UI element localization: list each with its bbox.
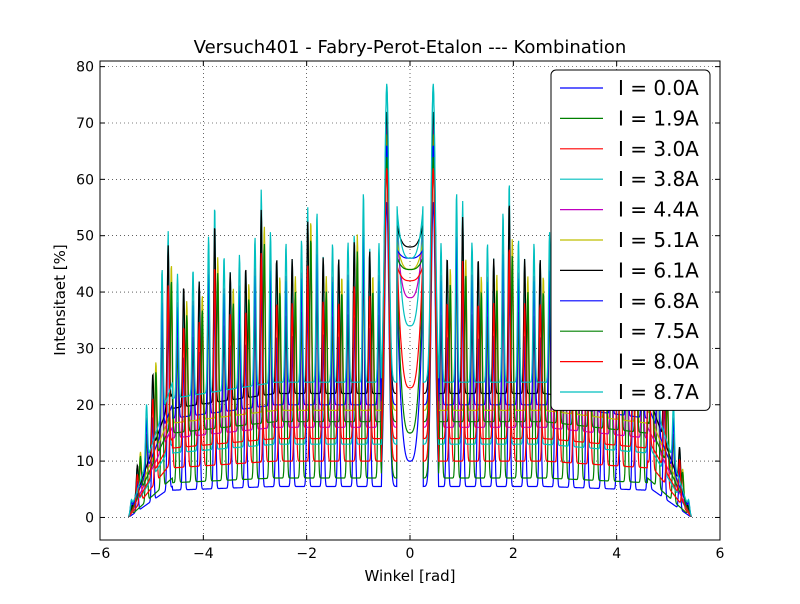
x-tick-label: 4	[612, 546, 621, 562]
series-line	[128, 202, 692, 517]
legend-label: I = 3.8A	[618, 167, 699, 191]
chart-title: Versuch401 - Fabry-Perot-Etalon --- Komb…	[194, 37, 627, 58]
series-line	[128, 83, 692, 517]
legend-label: I = 1.9A	[618, 106, 699, 130]
series-line	[128, 156, 692, 517]
x-axis-label: Winkel [rad]	[364, 567, 455, 585]
legend-label: I = 4.4A	[618, 198, 699, 222]
x-tick-label: 0	[406, 546, 415, 562]
legend-label: I = 8.0A	[618, 350, 699, 374]
y-tick-label: 0	[85, 510, 94, 526]
y-tick-label: 70	[76, 116, 94, 132]
series-line	[128, 168, 692, 517]
y-tick-label: 60	[76, 172, 94, 188]
legend-label: I = 0.0A	[618, 76, 699, 100]
x-tick-label: 6	[716, 546, 725, 562]
legend-label: I = 3.0A	[618, 137, 699, 161]
legend-label: I = 8.7A	[618, 380, 699, 404]
y-axis-label: Intensitaet [%]	[51, 244, 69, 355]
series-line	[128, 168, 692, 517]
y-tick-label: 30	[76, 341, 94, 357]
legend-label: I = 6.1A	[618, 258, 699, 282]
legend-box	[550, 69, 711, 411]
x-tick-label: −2	[296, 546, 317, 562]
y-tick-label: 40	[76, 285, 94, 301]
x-tick-label: −6	[90, 546, 111, 562]
series-line	[128, 151, 692, 517]
legend-label: I = 6.8A	[618, 289, 699, 313]
x-tick-label: 2	[509, 546, 518, 562]
x-tick-label: −4	[193, 546, 214, 562]
y-tick-label: 20	[76, 398, 94, 414]
y-tick-label: 80	[76, 60, 94, 76]
legend-label: I = 7.5A	[618, 319, 699, 343]
legend: I = 0.0A I = 1.9A I = 3.0A I = 3.8A I = 4.4A…	[550, 69, 711, 411]
legend-label: I = 5.1A	[618, 228, 699, 252]
y-tick-label: 50	[76, 229, 94, 245]
y-tick-label: 10	[76, 454, 94, 470]
